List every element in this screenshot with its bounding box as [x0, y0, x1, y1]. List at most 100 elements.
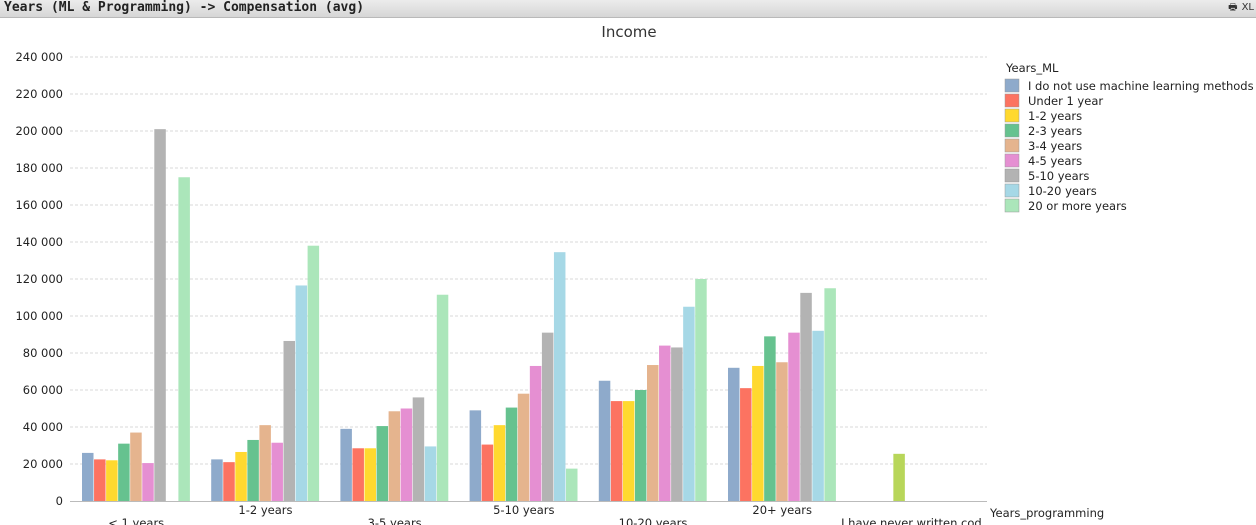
y-tick-label: 100 000: [15, 309, 63, 323]
bar[interactable]: [800, 292, 812, 501]
bar[interactable]: [566, 468, 578, 501]
bar[interactable]: [235, 451, 247, 501]
bar[interactable]: [295, 285, 308, 501]
x-axis-label: Years_programming: [989, 506, 1104, 520]
y-tick-label: 80 000: [23, 346, 63, 360]
bar[interactable]: [400, 408, 413, 502]
legend-swatch: [1004, 138, 1020, 153]
bar[interactable]: [82, 452, 94, 501]
x-tick-label: 1-2 years: [238, 503, 292, 517]
titlebar-icons: 🖶 XL: [1228, 1, 1254, 15]
bar[interactable]: [517, 393, 530, 501]
bar[interactable]: [223, 462, 235, 501]
bar[interactable]: [764, 336, 776, 501]
bar[interactable]: [211, 459, 223, 501]
bar[interactable]: [740, 388, 752, 501]
bar[interactable]: [364, 448, 377, 501]
bar[interactable]: [412, 397, 425, 501]
y-tick-label: 160 000: [15, 198, 63, 212]
y-tick-label: 240 000: [15, 50, 63, 64]
bars: [82, 129, 905, 501]
bar[interactable]: [788, 332, 800, 501]
x-tick-label: I have never written cod: [841, 516, 982, 525]
bar[interactable]: [142, 463, 154, 501]
y-tick-label: 20 000: [23, 457, 63, 471]
y-axis: 0 20 000 40 000 60 000 80 000 100 000 120 000 1…: [15, 50, 987, 508]
bar[interactable]: [481, 444, 494, 501]
legend-label: Under 1 year: [1028, 94, 1103, 108]
legend-swatch: [1004, 108, 1020, 123]
bar[interactable]: [436, 294, 449, 501]
y-tick-label: 200 000: [15, 124, 63, 138]
legend-label: I do not use machine learning methods: [1028, 79, 1254, 93]
bar[interactable]: [307, 245, 320, 501]
x-tick-label: 3-5 years: [368, 516, 422, 525]
excel-export-icon[interactable]: XL: [1241, 2, 1254, 13]
window-title: Years (ML & Programming) -> Compensation…: [4, 0, 365, 15]
bar[interactable]: [154, 129, 166, 501]
bar[interactable]: [752, 365, 764, 501]
legend-label: 1-2 years: [1028, 109, 1082, 123]
bar[interactable]: [671, 347, 683, 501]
bar[interactable]: [647, 365, 659, 501]
bar[interactable]: [340, 428, 352, 501]
bar[interactable]: [695, 279, 707, 501]
y-tick-label: 120 000: [15, 272, 63, 286]
y-tick-label: 220 000: [15, 87, 63, 101]
bar[interactable]: [893, 453, 905, 501]
legend-label: 3-4 years: [1028, 139, 1082, 153]
y-tick-label: 180 000: [15, 161, 63, 175]
legend-swatch: [1004, 153, 1020, 168]
bar[interactable]: [106, 460, 118, 501]
bar[interactable]: [610, 401, 623, 501]
bar[interactable]: [824, 288, 836, 501]
bar[interactable]: [553, 252, 566, 501]
legend-swatch: [1004, 78, 1020, 93]
bar[interactable]: [634, 390, 647, 501]
bar[interactable]: [541, 332, 554, 501]
y-tick-label: 140 000: [15, 235, 63, 249]
legend-swatch: [1004, 183, 1020, 198]
bar[interactable]: [388, 411, 401, 501]
bar[interactable]: [118, 443, 130, 501]
printer-icon[interactable]: 🖶: [1228, 2, 1238, 13]
bar[interactable]: [505, 407, 518, 501]
chart-title: Income: [601, 23, 656, 41]
bar[interactable]: [529, 365, 542, 501]
bar[interactable]: [776, 362, 788, 501]
legend-label: 20 or more years: [1028, 199, 1127, 213]
bar[interactable]: [598, 380, 611, 501]
bar[interactable]: [178, 177, 190, 501]
bar[interactable]: [424, 446, 437, 501]
bar[interactable]: [622, 401, 635, 501]
bar[interactable]: [659, 345, 671, 501]
bar[interactable]: [728, 367, 740, 501]
x-tick-label: 20+ years: [752, 503, 812, 517]
bar[interactable]: [259, 425, 271, 501]
legend-title: Years_ML: [1005, 61, 1059, 75]
y-tick-label: 0: [56, 494, 63, 508]
legend-swatch: [1004, 168, 1020, 183]
bar[interactable]: [271, 442, 283, 501]
bar[interactable]: [130, 432, 142, 501]
bar[interactable]: [469, 410, 482, 501]
legend-swatch: [1004, 93, 1020, 108]
y-tick-label: 40 000: [23, 420, 63, 434]
bar[interactable]: [352, 448, 364, 501]
legend-label: 4-5 years: [1028, 154, 1082, 168]
bar[interactable]: [94, 459, 106, 501]
x-tick-label: 5-10 years: [493, 503, 554, 517]
bar[interactable]: [493, 425, 506, 501]
bar[interactable]: [376, 426, 389, 501]
bar[interactable]: [683, 306, 695, 501]
x-axis: < 1 years 1-2 years 3-5 years 5-10 years 10-…: [108, 503, 981, 525]
x-tick-label: 10-20 years: [619, 516, 688, 525]
y-tick-label: 60 000: [23, 383, 63, 397]
x-tick-label: < 1 years: [108, 516, 164, 525]
bar[interactable]: [283, 340, 296, 501]
bar[interactable]: [247, 439, 259, 501]
bar[interactable]: [812, 330, 824, 501]
gridlines: [70, 56, 987, 465]
legend-label: 2-3 years: [1028, 124, 1082, 138]
